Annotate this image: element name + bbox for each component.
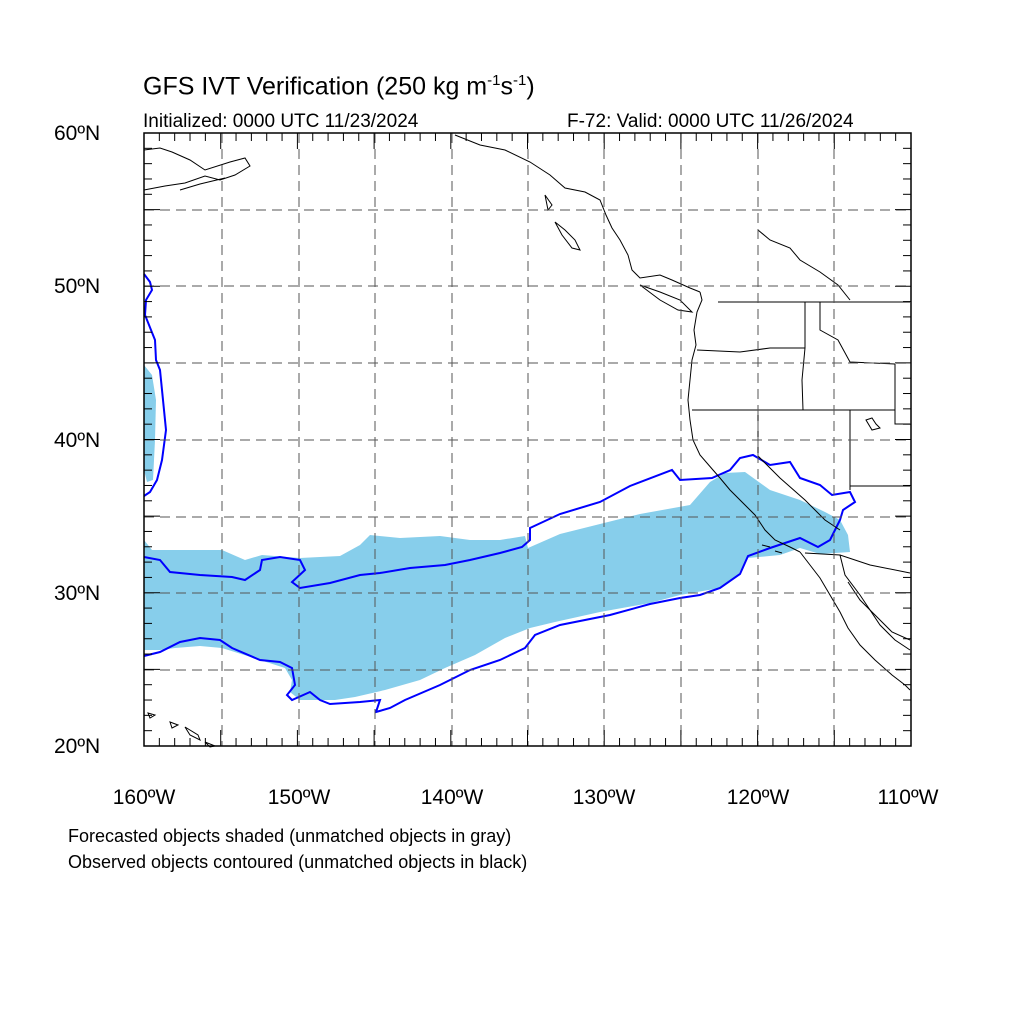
lat-label-60n: 60ºN <box>54 122 101 145</box>
initialized-time: Initialized: 0000 UTC 11/23/2024 <box>143 111 419 132</box>
alaska-coastline <box>143 147 251 191</box>
ca-nv-border <box>757 410 841 531</box>
observed-objects <box>143 273 857 714</box>
lon-label-160w: 160ºW <box>112 786 176 809</box>
wy-border <box>819 302 896 365</box>
lon-label-150w: 150ºW <box>267 786 331 809</box>
graticule <box>144 133 911 746</box>
wa-or-border <box>696 347 805 353</box>
lon-label-120w: 120ºW <box>726 786 790 809</box>
alaska-peninsula <box>179 177 226 191</box>
great-salt-lake <box>865 417 881 431</box>
state-borders <box>692 229 911 574</box>
lat-label-20n: 20ºN <box>54 735 101 758</box>
lat-label-40n: 40ºN <box>54 429 101 452</box>
chart-title: GFS IVT Verification (250 kg m-1s-1) <box>143 72 535 101</box>
observed-contour-main <box>143 453 857 714</box>
baja-coast <box>799 551 911 691</box>
observed-contour-west <box>143 273 168 497</box>
forecast-objects <box>144 365 850 700</box>
forecast-object-west <box>144 365 156 482</box>
valid-time: F-72: Valid: 0000 UTC 11/26/2024 <box>567 111 854 132</box>
idaho-border <box>801 302 806 411</box>
lon-label-130w: 130ºW <box>572 786 636 809</box>
lat-label-50n: 50ºN <box>54 275 101 298</box>
hawaii-islands <box>147 712 217 748</box>
observed-note: Observed objects contoured (unmatched ob… <box>68 852 528 872</box>
forecast-note: Forecasted objects shaded (unmatched obj… <box>68 826 512 846</box>
lon-label-110w: 110ºW <box>877 786 939 809</box>
us-mexico-border <box>804 552 911 574</box>
bc-interior <box>757 229 851 301</box>
lon-label-140w: 140ºW <box>420 786 484 809</box>
alaska-panhandle-coast <box>454 134 701 293</box>
forecast-object-main <box>144 472 850 700</box>
channel-islands <box>761 544 783 554</box>
bc-islands <box>544 194 694 313</box>
mainland-mexico <box>847 581 911 641</box>
coastlines <box>143 134 911 748</box>
axis-ticks <box>143 132 912 747</box>
lat-label-30n: 30ºN <box>54 582 101 605</box>
us-west-coast <box>687 291 801 553</box>
